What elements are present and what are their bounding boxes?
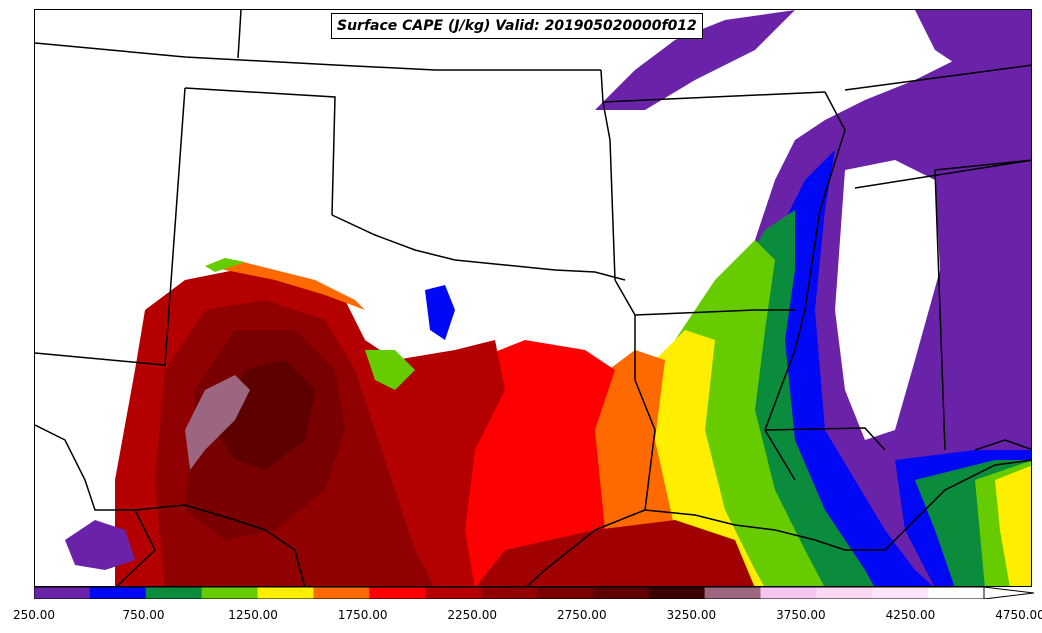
cape-edge-orange-west [215, 260, 365, 310]
border-al-ga [934, 159, 1031, 171]
cape-edge-green-west [205, 258, 245, 272]
border-tn-ms [854, 159, 1031, 189]
colorbar-segment [145, 587, 203, 599]
colorbar-segment [201, 587, 259, 599]
border-ky-tn [844, 64, 1031, 91]
cape-region-orange [575, 350, 714, 586]
colorbar-segment [536, 587, 594, 599]
colorbar-segment [592, 587, 650, 599]
colorbar-segment [34, 587, 91, 599]
cape-region-blue-mid [425, 285, 455, 340]
colorbar-segment [369, 587, 426, 599]
colorbar-segment [257, 587, 314, 599]
cape-region-purple-east-edge [915, 10, 1031, 70]
colorbar-segment [704, 587, 761, 599]
colorbar-tick-label: 3250.00 [666, 608, 717, 622]
colorbar-segment [872, 587, 929, 599]
colorbar-tick-label: 1750.00 [337, 608, 388, 622]
border-la-tx [634, 315, 656, 511]
border-ar-la [614, 279, 795, 316]
border-ms-al [934, 169, 946, 451]
colorbar-tick-label: 250.00 [13, 608, 55, 622]
colorbar-segment [928, 587, 985, 599]
border-ok-tx-red [331, 214, 626, 281]
colorbar [34, 587, 1034, 599]
colorbar-tick-label: 3750.00 [776, 608, 826, 622]
colorbar-tick-label: 4750.00 [995, 608, 1042, 622]
colorbar-tick-labels: 250.00 750.00 1250.00 1750.00 2250.00 2750.00… [0, 599, 1042, 629]
colorbar-tick-label: 4250.00 [885, 608, 936, 622]
border-ms-la [764, 427, 886, 451]
border-nm-tx [184, 87, 336, 216]
colorbar-segment [648, 587, 706, 599]
cape-fill-layers [65, 10, 1031, 586]
colorbar-segment [481, 587, 538, 599]
cape-contour-map [35, 10, 1031, 586]
cape-region-mauve [185, 375, 250, 470]
cape-hole-east [835, 160, 940, 440]
colorbar-segment [760, 587, 817, 599]
colorbar-segments [34, 587, 985, 599]
cape-region-red [455, 340, 634, 586]
border-nm-east [35, 87, 186, 366]
colorbar-tick-label: 750.00 [122, 608, 165, 622]
colorbar-segment [425, 587, 482, 599]
border-fl-panhandle [974, 439, 1031, 451]
colorbar-extend-arrow [983, 587, 1034, 599]
cape-region-yellow-gulf [995, 465, 1031, 586]
colorbar-tick-label: 2250.00 [447, 608, 498, 622]
cape-region-purple-sw [65, 520, 135, 570]
map-title: Surface CAPE (J/kg) Valid: 201905020000f… [331, 13, 703, 39]
map-panel [34, 9, 1032, 587]
cape-region-purple-ne [595, 10, 795, 110]
border-tx-coast [526, 509, 646, 586]
border-ok-east [602, 101, 616, 281]
colorbar-outline [34, 587, 985, 599]
border-wy-co [237, 10, 242, 59]
colorbar-segment [816, 587, 873, 599]
colorbar-segment [89, 587, 147, 599]
colorbar-segment [313, 587, 370, 599]
colorbar-tick-label: 1250.00 [228, 608, 278, 622]
cape-region-green-mid [365, 350, 415, 390]
border-big-bend [116, 509, 156, 586]
colorbar-tick-label: 2750.00 [556, 608, 607, 622]
border-co-nm [35, 42, 601, 71]
state-borders [35, 10, 1031, 586]
border-mexico [35, 424, 306, 586]
border-gulf-coast [644, 459, 1031, 551]
